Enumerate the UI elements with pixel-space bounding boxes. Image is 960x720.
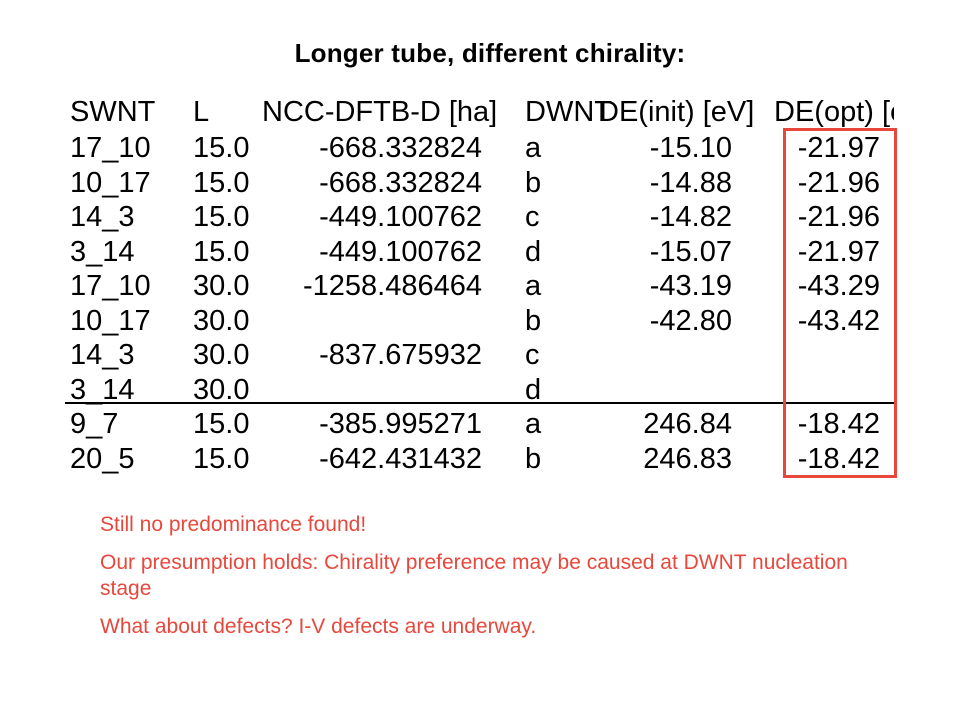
table-cell-l: 30.0 xyxy=(193,270,250,302)
table-cell-dwnt: a xyxy=(525,270,542,302)
de-opt-highlight-box xyxy=(783,128,897,478)
table-cell-swnt: 17_10 xyxy=(70,132,151,164)
table-cell-l: 30.0 xyxy=(193,339,250,371)
table-cell-dwnt: b xyxy=(525,304,542,337)
table-cell-de-opt: -18.42 xyxy=(797,408,880,440)
table-cell-dwnt: c xyxy=(525,201,540,233)
table-cell-de-init: -14.88 xyxy=(649,166,732,199)
table-cell-ncc: -449.100762 xyxy=(319,201,482,233)
table-cell-swnt: 14_3 xyxy=(70,339,135,371)
table-cell-swnt: 10_17 xyxy=(70,304,151,337)
table-cell-swnt: 17_10 xyxy=(70,270,151,302)
note-2: Our presumption holds: Chirality prefere… xyxy=(100,551,848,600)
table-cell-dwnt: b xyxy=(525,166,542,199)
table-cell-de-opt: -43.42 xyxy=(797,304,880,337)
table-cell-de-init: -15.07 xyxy=(649,235,732,268)
table-cell-de-init: -42.80 xyxy=(649,304,732,337)
note-3: What about defects? I-V defects are unde… xyxy=(100,615,537,638)
table-cell-de-opt: -18.42 xyxy=(797,442,880,475)
notes: Still no predominance found! Our presump… xyxy=(100,512,900,652)
table-cell-de-opt: -21.96 xyxy=(797,201,880,233)
table-cell-ncc: -449.100762 xyxy=(319,235,482,268)
table-cell-l: 15.0 xyxy=(193,442,250,475)
table-cell-dwnt: c xyxy=(525,339,540,371)
table-cell-swnt: 3_14 xyxy=(70,373,135,406)
table-cell-l: 15.0 xyxy=(193,201,250,233)
table-cell-dwnt: b xyxy=(525,442,542,475)
results-table: SWNT L NCC-DFTB-D [ha] DWNT DE(init) [eV… xyxy=(65,96,897,478)
note-1: Still no predominance found! xyxy=(100,513,367,536)
table-cell-swnt: 10_17 xyxy=(70,166,151,199)
table-cell-ncc: -837.675932 xyxy=(319,339,482,371)
slide-title: Longer tube, different chirality: xyxy=(294,38,686,68)
table-cell-dwnt: d xyxy=(525,373,542,406)
header-ncc: NCC-DFTB-D [ha] xyxy=(262,96,498,128)
header-de-init: DE(init) [eV] xyxy=(598,96,755,128)
table-cell-dwnt: d xyxy=(525,235,542,268)
table-cell-swnt: 9_7 xyxy=(70,408,119,440)
table-cell-l: 30.0 xyxy=(193,373,250,406)
table-cell-l: 15.0 xyxy=(193,408,250,440)
header-swnt: SWNT xyxy=(70,96,156,128)
header-dwnt: DWNT xyxy=(525,96,612,128)
table-cell-swnt: 20_5 xyxy=(70,442,135,475)
table-cell-de-init: 246.84 xyxy=(643,408,732,440)
table-cell-de-opt: -21.97 xyxy=(797,132,880,164)
table-cell-l: 15.0 xyxy=(193,132,250,164)
table-cell-ncc: -385.995271 xyxy=(319,408,482,440)
table-cell-l: 15.0 xyxy=(193,166,250,199)
table-cell-ncc: -668.332824 xyxy=(319,166,482,199)
header-l: L xyxy=(193,96,210,128)
table-cell-l: 30.0 xyxy=(193,304,250,337)
table-cell-swnt: 3_14 xyxy=(70,235,135,268)
table-cell-de-init: -15.10 xyxy=(649,132,732,164)
table-cell-de-opt: -21.97 xyxy=(797,235,880,268)
table-cell-dwnt: a xyxy=(525,132,542,164)
table-cell-de-init: 246.83 xyxy=(643,442,732,475)
table-cell-ncc: -1258.486464 xyxy=(303,270,482,302)
table-cell-dwnt: a xyxy=(525,408,542,440)
table-cell-de-init: -43.19 xyxy=(649,270,732,302)
header-de-opt: DE(opt) [eV] xyxy=(774,96,894,128)
table-cell-de-init: -14.82 xyxy=(649,201,732,233)
table-cell-ncc: -642.431432 xyxy=(319,442,482,475)
table-cell-ncc: -668.332824 xyxy=(319,132,482,164)
table-cell-de-opt: -43.29 xyxy=(797,270,880,302)
table-cell-l: 15.0 xyxy=(193,235,250,268)
table-cell-de-opt: -21.96 xyxy=(797,166,880,199)
table-divider xyxy=(65,402,895,404)
table-cell-swnt: 14_3 xyxy=(70,201,135,233)
